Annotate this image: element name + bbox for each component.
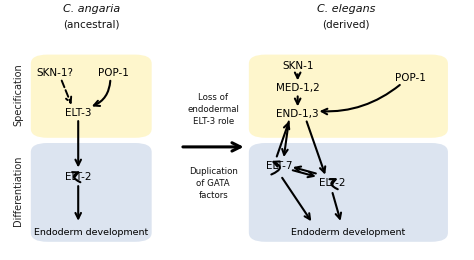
Text: ELT-2: ELT-2	[65, 172, 91, 182]
FancyBboxPatch shape	[249, 143, 448, 242]
Text: ELT-2: ELT-2	[319, 178, 345, 188]
Text: Specification: Specification	[13, 63, 23, 126]
Text: Loss of
endodermal
ELT-3 role: Loss of endodermal ELT-3 role	[187, 93, 239, 126]
Text: C. elegans: C. elegans	[317, 4, 375, 14]
Text: END-1,3: END-1,3	[276, 109, 319, 119]
FancyBboxPatch shape	[249, 55, 448, 138]
Text: Differentiation: Differentiation	[13, 156, 23, 226]
FancyBboxPatch shape	[31, 55, 152, 138]
Text: SKN-1?: SKN-1?	[36, 68, 73, 78]
Text: ELT-7: ELT-7	[266, 161, 293, 171]
Text: ELT-3: ELT-3	[65, 108, 91, 118]
Text: POP-1: POP-1	[98, 68, 129, 78]
Text: C. angaria: C. angaria	[63, 4, 120, 14]
Text: Endoderm development: Endoderm development	[34, 228, 149, 237]
Text: (ancestral): (ancestral)	[63, 20, 120, 30]
Text: Duplication
of GATA
factors: Duplication of GATA factors	[189, 167, 238, 200]
Text: MED-1,2: MED-1,2	[276, 83, 319, 93]
FancyBboxPatch shape	[31, 143, 152, 242]
Text: SKN-1: SKN-1	[282, 61, 313, 71]
Text: (derived): (derived)	[322, 20, 370, 30]
Text: Endoderm development: Endoderm development	[291, 228, 406, 237]
Text: POP-1: POP-1	[394, 73, 426, 83]
